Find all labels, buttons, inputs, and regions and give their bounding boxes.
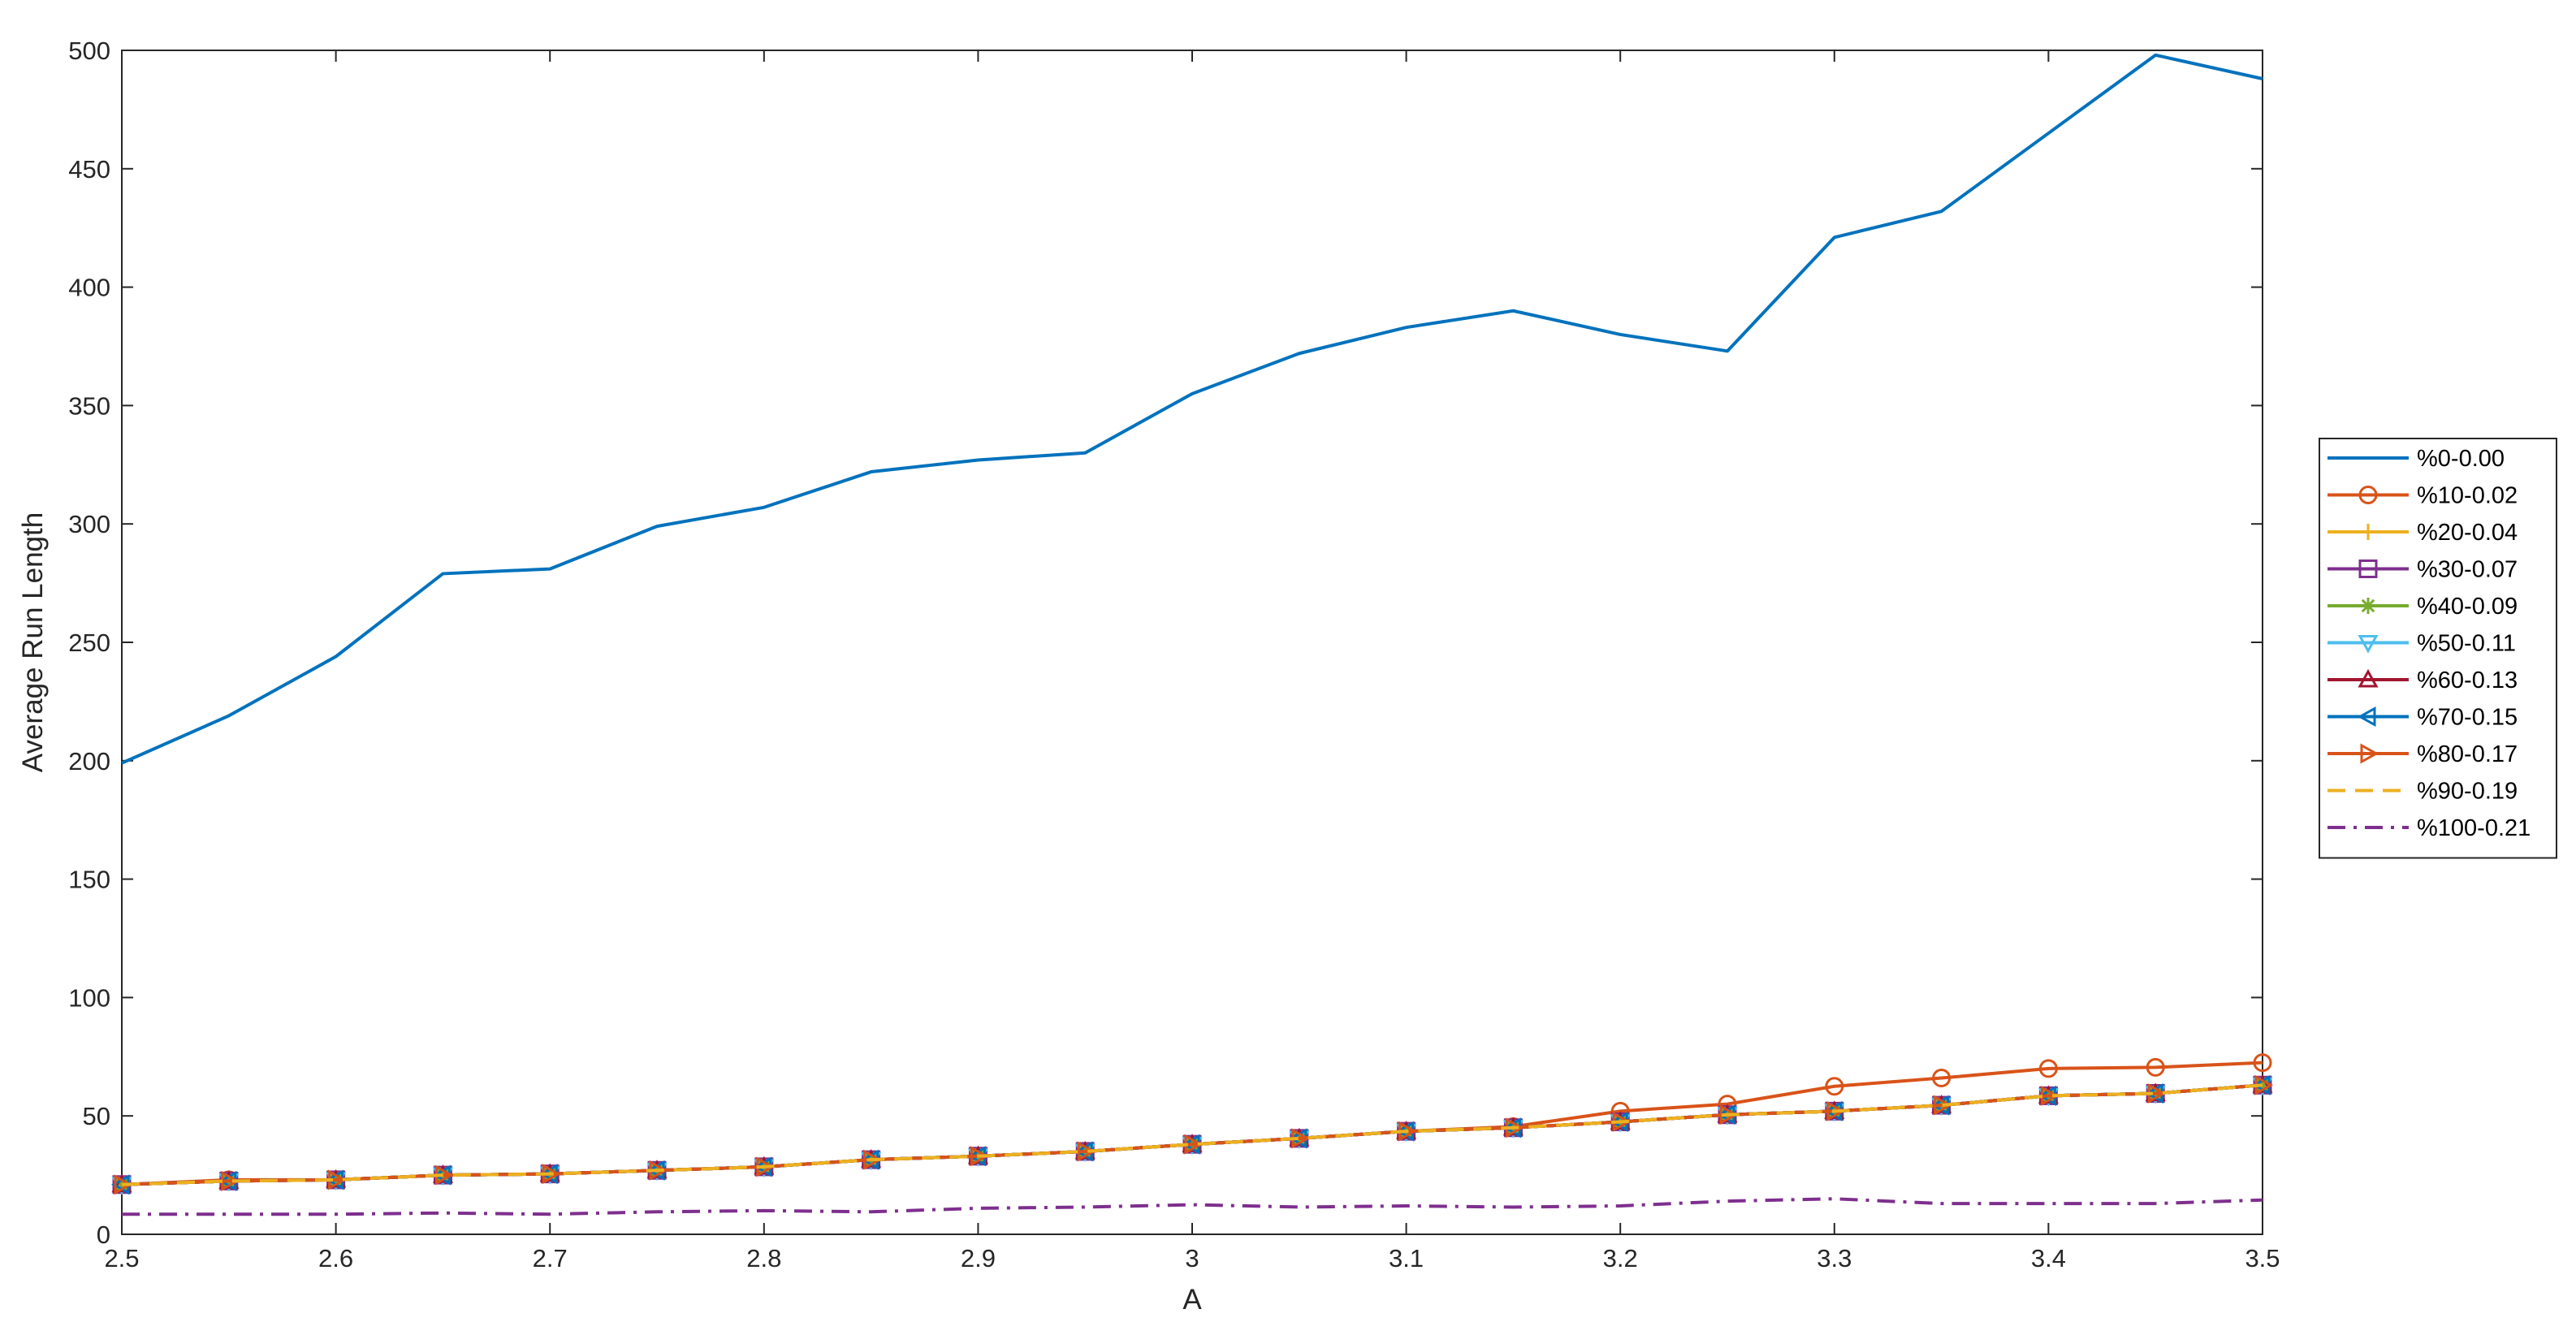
legend-entry: %40-0.09 — [2327, 594, 2518, 620]
legend-label: %80-0.17 — [2417, 741, 2518, 767]
legend-label: %0-0.00 — [2417, 446, 2505, 472]
marker-triangle-right — [1934, 1095, 1952, 1116]
marker-triangle-right — [970, 1146, 989, 1167]
marker-triangle-right — [1826, 1100, 1845, 1121]
marker-circle — [2253, 1053, 2272, 1073]
x-axis-title: A — [1182, 1284, 1202, 1316]
y-tick-label: 100 — [68, 983, 110, 1012]
x-tick-label: 3.1 — [1389, 1244, 1424, 1272]
plot-area: 2.5 2.6 2.7 2.8 2.9 3 3.1 3.2 3.3 3.4 3.5 0 50 100 15… — [68, 37, 2280, 1272]
marker-plus — [2360, 524, 2376, 540]
legend-entry: %10-0.02 — [2327, 483, 2518, 509]
y-tick-label: 500 — [68, 37, 110, 65]
legend-entry: %80-0.17 — [2327, 741, 2518, 767]
series-line — [121, 1083, 2263, 1186]
y-tick-label: 350 — [68, 391, 110, 420]
marker-asterisk — [2254, 1077, 2271, 1094]
legend-label: %70-0.15 — [2417, 705, 2518, 731]
y-tick-label: 450 — [68, 155, 110, 184]
legend-label: %20-0.04 — [2417, 520, 2518, 546]
legend-label: %10-0.02 — [2417, 483, 2518, 509]
marker-circle — [2146, 1057, 2165, 1077]
legend-label: %90-0.19 — [2417, 779, 2518, 805]
series-layer — [110, 53, 2274, 1216]
marker-triangle-right — [2360, 743, 2379, 764]
marker-circle — [2038, 1059, 2058, 1078]
legend-entry: %70-0.15 — [2327, 705, 2518, 731]
legend-label: %100-0.21 — [2417, 815, 2531, 841]
marker-square — [2358, 559, 2378, 578]
legend-entry: %60-0.13 — [2327, 668, 2518, 693]
legend-box — [2319, 438, 2557, 859]
legend-label: %40-0.09 — [2417, 594, 2518, 620]
x-tick-label: 3.2 — [1603, 1244, 1638, 1272]
marker-triangle-right — [114, 1174, 133, 1195]
x-tick-label: 2.8 — [746, 1244, 781, 1272]
series-8 — [114, 1074, 2274, 1195]
y-tick-label: 150 — [68, 866, 110, 894]
y-tick-label: 300 — [68, 510, 110, 538]
legend-entry: %50-0.11 — [2327, 631, 2516, 657]
marker-triangle-left — [2357, 706, 2376, 728]
series-0 — [121, 53, 2263, 765]
series-line — [121, 53, 2263, 765]
legend: %0-0.00 %10-0.02 %20-0.04 %30-0.07 %40-0.09%… — [2319, 438, 2557, 859]
x-tick-label: 2.7 — [533, 1244, 568, 1272]
marker-triangle-right — [1719, 1104, 1739, 1125]
marker-asterisk — [2360, 598, 2376, 614]
series-10 — [122, 1197, 2263, 1216]
legend-label: %30-0.07 — [2417, 557, 2518, 583]
legend-label: %50-0.11 — [2417, 631, 2516, 657]
legend-entry: %30-0.07 — [2327, 557, 2518, 583]
y-tick-label: 400 — [68, 274, 110, 302]
series-line — [122, 1197, 2263, 1216]
y-axis: 0 50 100 150 200 250 300 350 400 450 500 — [68, 37, 2263, 1249]
x-tick-label: 2.9 — [961, 1244, 996, 1272]
plot-frame — [121, 50, 2263, 1235]
y-tick-label: 0 — [97, 1221, 110, 1249]
y-tick-label: 250 — [68, 629, 110, 657]
x-tick-label: 3.4 — [2031, 1244, 2066, 1272]
marker-triangle-right — [863, 1149, 882, 1170]
x-tick-label: 3.5 — [2245, 1244, 2280, 1272]
legend-entry: %100-0.21 — [2327, 815, 2531, 841]
x-axis: 2.5 2.6 2.7 2.8 2.9 3 3.1 3.2 3.3 3.4 3.5 — [104, 50, 2280, 1272]
marker-triangle-right — [1077, 1141, 1096, 1162]
legend-entry: %20-0.04 — [2327, 520, 2518, 546]
marker-triangle-up — [2358, 668, 2379, 688]
x-tick-label: 2.6 — [318, 1244, 353, 1272]
marker-circle — [1825, 1077, 1844, 1096]
y-tick-label: 50 — [83, 1102, 110, 1130]
legend-entry: %0-0.00 — [2327, 446, 2505, 472]
y-axis-title: Average Run Length — [17, 512, 49, 772]
y-tick-label: 200 — [68, 747, 110, 776]
legend-entry: %90-0.19 — [2327, 779, 2518, 805]
marker-circle — [1932, 1069, 1951, 1088]
marker-circle — [2358, 486, 2378, 504]
x-tick-label: 3.3 — [1817, 1244, 1852, 1272]
marker-triangle-down — [2358, 635, 2379, 654]
x-tick-label: 3 — [1185, 1244, 1199, 1272]
legend-label: %60-0.13 — [2417, 668, 2518, 693]
x-tick-label: 2.5 — [104, 1244, 139, 1272]
